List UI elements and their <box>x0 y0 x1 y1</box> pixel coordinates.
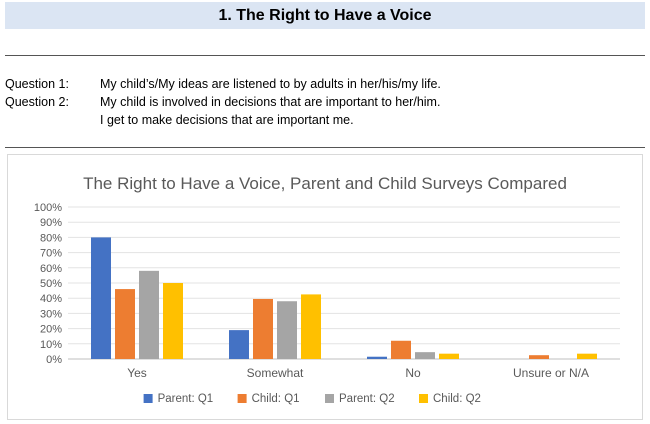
y-tick-label: 50% <box>40 278 62 290</box>
y-tick-label: 80% <box>40 232 62 244</box>
x-tick-label: Yes <box>127 366 147 380</box>
legend-swatch <box>419 394 428 403</box>
bar <box>367 356 387 359</box>
y-tick-label: 70% <box>40 248 62 260</box>
y-tick-label: 100% <box>34 202 62 214</box>
bar <box>115 289 135 359</box>
bar <box>577 353 597 359</box>
question-label: Question 2: <box>5 95 69 109</box>
bar <box>163 283 183 359</box>
y-tick-label: 40% <box>40 293 62 305</box>
y-tick-label: 90% <box>40 217 62 229</box>
legend-label: Child: Q2 <box>433 393 481 405</box>
legend-swatch <box>143 394 153 403</box>
chart-frame: The Right to Have a Voice, Parent and Ch… <box>7 154 643 420</box>
legend-swatch <box>237 394 247 403</box>
bar <box>415 352 435 359</box>
divider-top <box>5 55 645 56</box>
bar <box>139 270 159 359</box>
bar <box>91 237 111 359</box>
bar-chart: The Right to Have a Voice, Parent and Ch… <box>34 174 620 405</box>
divider-bottom <box>5 147 645 148</box>
question-text: I get to make decisions that are importa… <box>100 113 354 127</box>
legend-swatch <box>325 394 334 403</box>
legend-label: Child: Q1 <box>252 393 300 405</box>
bar <box>391 340 411 359</box>
bar <box>439 353 459 359</box>
x-tick-label: No <box>405 366 421 380</box>
y-tick-label: 0% <box>46 354 62 366</box>
chart-title: The Right to Have a Voice, Parent and Ch… <box>83 174 567 193</box>
bar <box>229 330 249 359</box>
legend-label: Parent: Q1 <box>158 393 214 405</box>
y-tick-label: 20% <box>40 324 62 336</box>
y-tick-label: 10% <box>40 339 62 351</box>
y-tick-label: 60% <box>40 263 62 275</box>
section-header: 1. The Right to Have a Voice <box>5 2 645 29</box>
x-tick-label: Somewhat <box>247 366 304 380</box>
bar <box>277 301 297 359</box>
bar <box>529 355 549 359</box>
question-label: Question 1: <box>5 77 69 91</box>
legend-label: Parent: Q2 <box>339 393 395 405</box>
bar <box>301 294 321 359</box>
x-tick-label: Unsure or N/A <box>513 366 589 380</box>
y-tick-label: 30% <box>40 308 62 320</box>
question-text: My child’s/My ideas are listened to by a… <box>100 77 441 91</box>
bar <box>253 298 273 359</box>
section-title: 1. The Right to Have a Voice <box>218 6 432 24</box>
question-text: My child is involved in decisions that a… <box>100 95 441 109</box>
